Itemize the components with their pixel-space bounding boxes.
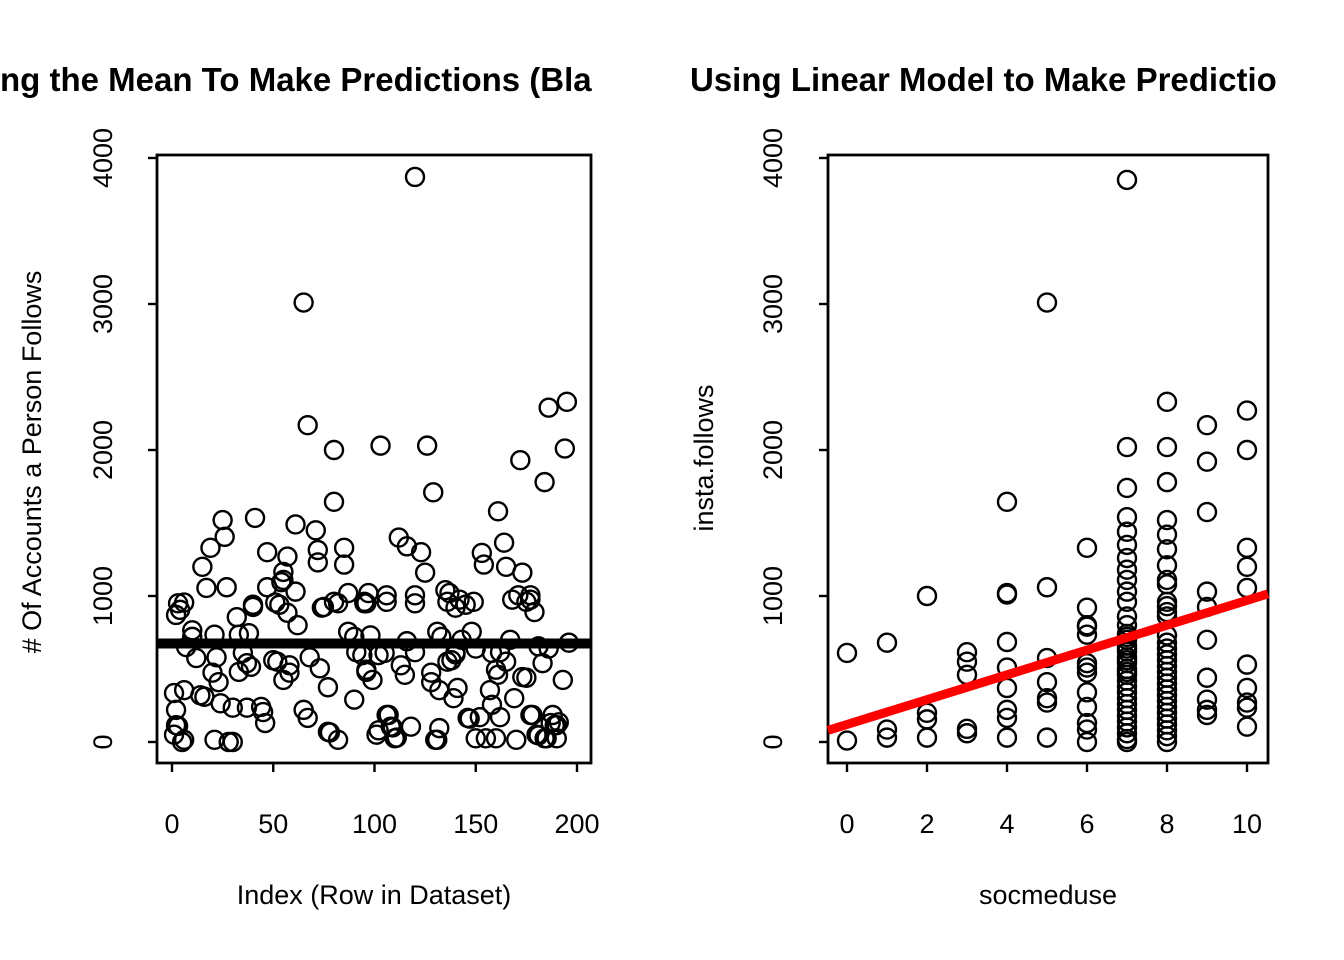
left-y-axis-label: # Of Accounts a Person Follows (17, 270, 47, 654)
svg-text:0: 0 (88, 734, 118, 749)
svg-text:2000: 2000 (758, 420, 788, 480)
svg-text:8: 8 (1159, 809, 1174, 839)
svg-text:150: 150 (453, 809, 498, 839)
right-plot-box (826, 153, 1270, 765)
svg-text:0: 0 (164, 809, 179, 839)
right-panel-title-clip: Using Linear Model to Make Predictio (672, 58, 1344, 104)
left-x-axis: 0 50 100 150 200 (164, 763, 600, 839)
svg-text:3000: 3000 (88, 274, 118, 334)
svg-text:3000: 3000 (758, 274, 788, 334)
svg-text:4000: 4000 (88, 128, 118, 188)
left-panel-title: ng the Mean To Make Predictions (Bla (0, 61, 592, 98)
right-x-axis-label: socmeduse (978, 880, 1118, 910)
right-panel-points (836, 169, 1258, 753)
left-x-axis-label: Index (Row in Dataset) (236, 880, 512, 910)
left-panel-title-clip: ng the Mean To Make Predictions (Bla (0, 58, 672, 104)
right-panel: 0 2 4 6 8 10 0 1000 2000 3000 4000 (758, 128, 1270, 839)
left-y-axis: 0 1000 2000 3000 4000 (88, 128, 157, 750)
svg-text:1000: 1000 (758, 566, 788, 626)
svg-text:0: 0 (839, 809, 854, 839)
svg-text:0: 0 (758, 734, 788, 749)
svg-text:4: 4 (999, 809, 1014, 839)
svg-text:10: 10 (1232, 809, 1262, 839)
right-y-axis-label: insta.follows (689, 384, 719, 532)
svg-text:50: 50 (258, 809, 288, 839)
svg-text:2: 2 (919, 809, 934, 839)
left-panel-points (163, 166, 580, 753)
right-panel-title: Using Linear Model to Make Predictio (690, 61, 1277, 98)
svg-text:100: 100 (352, 809, 397, 839)
svg-text:4000: 4000 (758, 128, 788, 188)
right-x-axis: 0 2 4 6 8 10 (839, 763, 1262, 839)
svg-text:6: 6 (1079, 809, 1094, 839)
svg-text:2000: 2000 (88, 420, 118, 480)
right-y-axis: 0 1000 2000 3000 4000 (758, 128, 828, 750)
svg-text:200: 200 (554, 809, 599, 839)
svg-text:1000: 1000 (88, 566, 118, 626)
regression-line (826, 589, 1270, 735)
